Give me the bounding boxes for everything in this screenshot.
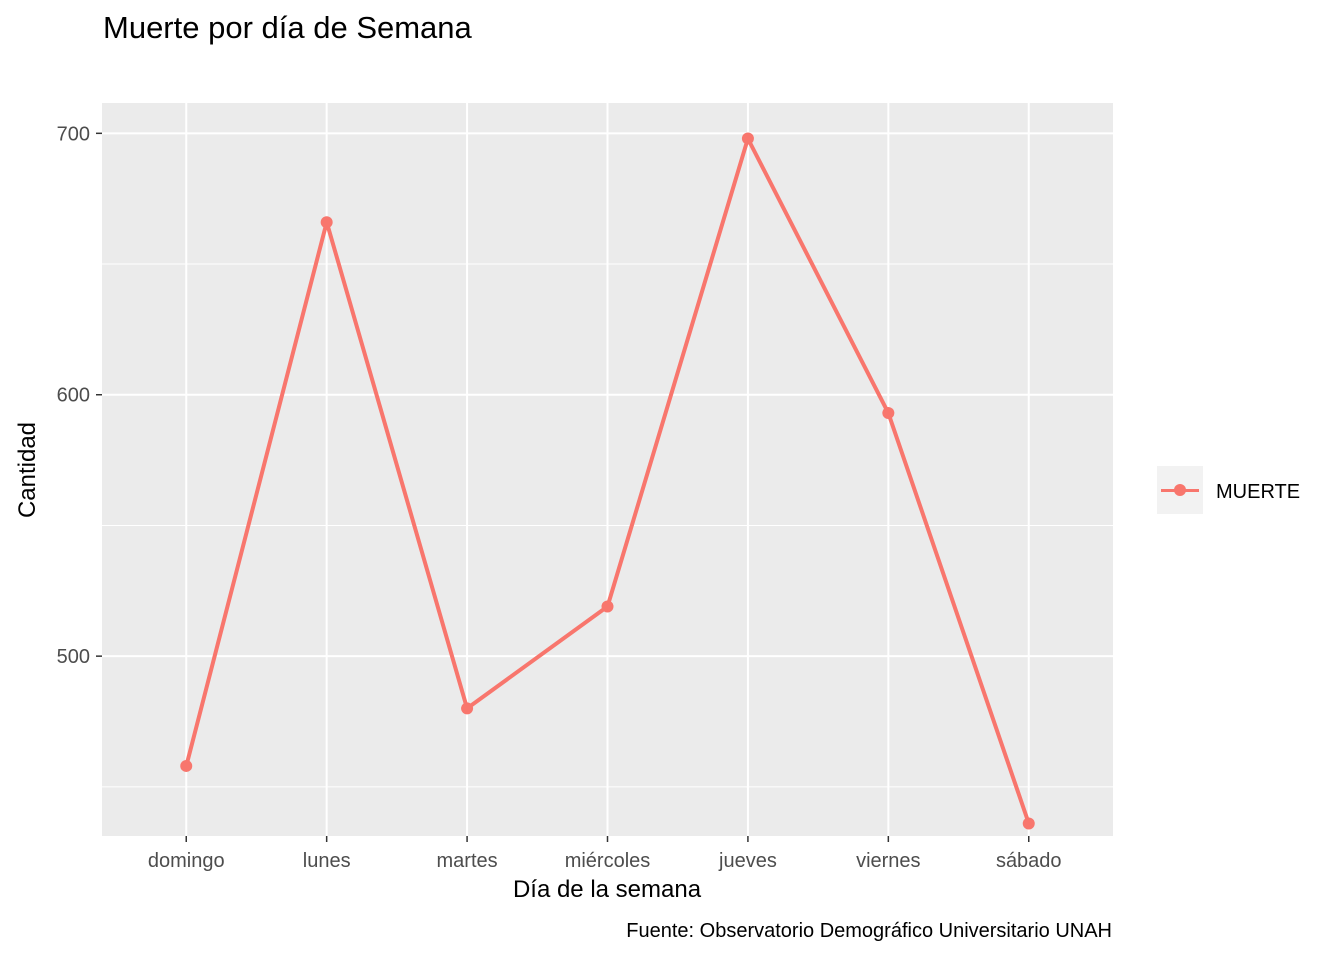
x-tick-label: domingo [148,850,225,872]
data-point [180,759,193,772]
legend-key [1157,466,1203,514]
ticks-layer: 500 600 700 domingo lunes martes miércoles juev… [57,123,1062,872]
chart-title: Muerte por día de Semana [103,10,472,45]
x-tick-label: sábado [996,850,1062,872]
x-tick-label: viernes [856,850,920,872]
data-point [601,600,614,613]
y-tick-label: 500 [57,646,90,668]
legend-label: MUERTE [1216,481,1301,503]
data-point [1022,817,1035,830]
data-point [882,407,895,420]
data-point [320,216,333,229]
data-point [741,132,754,145]
x-tick-label: miércoles [565,850,651,872]
y-tick-label: 700 [57,123,90,145]
chart-caption: Fuente: Observatorio Demográfico Univers… [626,920,1112,942]
x-axis-label: Día de la semana [512,876,702,903]
legend-key-point [1174,484,1186,496]
series-layer [180,132,1035,830]
y-tick-label: 600 [57,385,90,407]
grid-layer [102,103,1113,836]
data-point [461,702,474,715]
x-tick-label: jueves [718,850,777,872]
y-axis-label: Cantidad [14,421,41,519]
x-tick-label: lunes [303,850,351,872]
x-tick-label: martes [437,850,498,872]
